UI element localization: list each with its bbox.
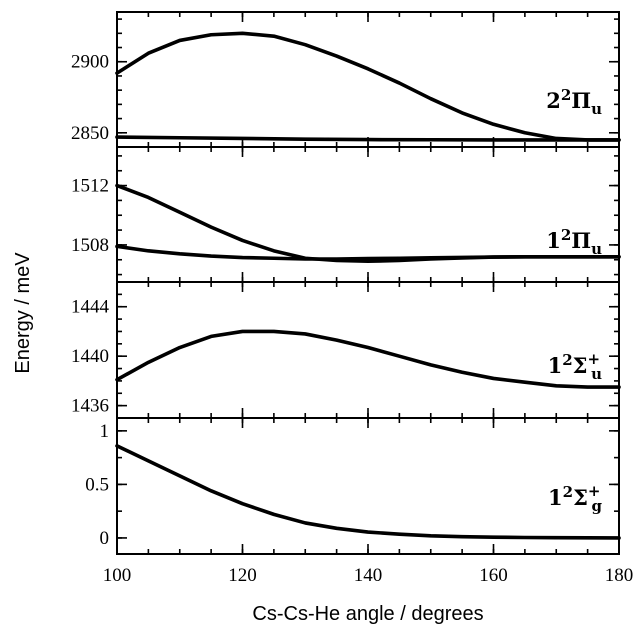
x-tick-label: 100 — [103, 565, 132, 586]
series-line-1-1 — [115, 31, 621, 142]
x-tick-label: 140 — [354, 565, 383, 586]
y-tick-label: 2850 — [71, 123, 109, 144]
y-tick-label: 2900 — [71, 52, 109, 73]
series-line-2-1 — [115, 183, 621, 264]
state-label: 12Πu — [546, 226, 602, 258]
y-tick-label: 0 — [100, 528, 110, 549]
panel-frame — [116, 281, 620, 419]
panel-1: 2850 2900 22Πu — [71, 11, 621, 148]
y-tick-label: 0.5 — [85, 474, 109, 495]
panel-frame — [116, 11, 620, 148]
state-label: 22Πu — [546, 86, 602, 118]
state-label: 12Σ+ g — [548, 482, 603, 515]
series-line-1-2 — [115, 135, 621, 142]
y-tick-label: 1440 — [71, 346, 109, 367]
y-tick-label: 1508 — [71, 235, 109, 256]
x-tick-label: 160 — [479, 565, 508, 586]
panel-2: 1508 1512 12Πu — [71, 146, 621, 283]
x-axis-title: Cs-Cs-He angle / degrees — [252, 603, 483, 625]
series-line-2-2 — [115, 244, 621, 261]
x-tick-label: 120 — [228, 565, 257, 586]
panel-frame — [116, 417, 620, 555]
series-line-3-1 — [115, 329, 621, 389]
panel-3: 1436 1440 1444 12Σ+ u — [71, 281, 621, 419]
y-tick-label: 1444 — [71, 297, 110, 318]
series-line-4-1 — [115, 444, 621, 540]
y-tick-label: 1436 — [71, 396, 109, 417]
panel-4: 0 0.5 1 12Σ+ g — [85, 417, 621, 555]
x-axis: 100 120 140 160 180 — [103, 565, 634, 586]
y-tick-label: 1 — [100, 421, 110, 442]
plot-panels: 2850 2900 22Πu 1508 1512 12Πu 1436 1440 1444 12Σ+… — [71, 11, 621, 555]
y-axis-title: Energy / meV — [12, 252, 34, 374]
y-tick-label: 1512 — [71, 176, 109, 197]
x-tick-label: 180 — [605, 565, 634, 586]
state-label: 12Σ+ u — [548, 350, 603, 383]
